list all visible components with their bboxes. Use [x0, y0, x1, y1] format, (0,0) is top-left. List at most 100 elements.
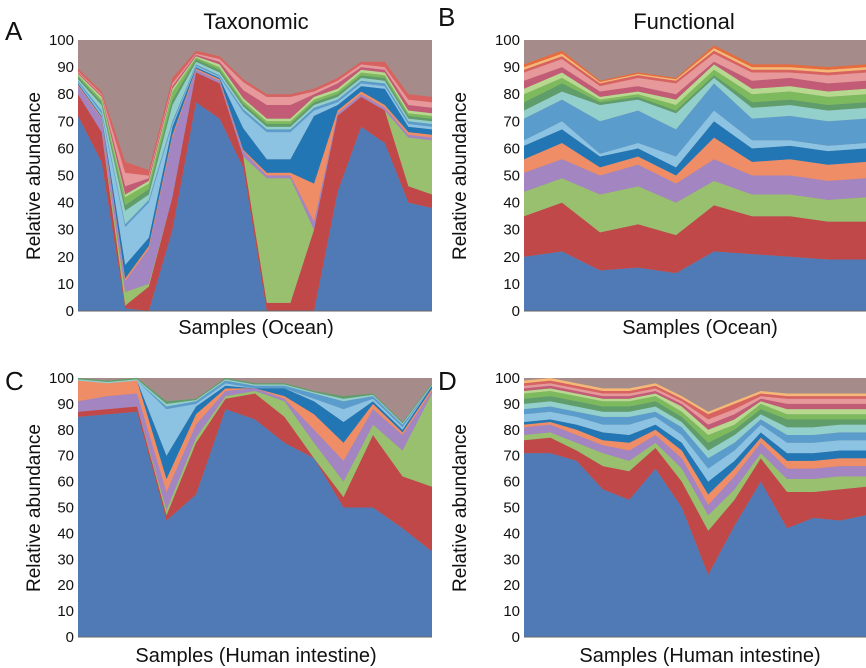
panel-b-ytick-label: 80 — [503, 86, 520, 103]
panel-b-xlabel: Samples (Ocean) — [622, 317, 778, 339]
column-title-functional: Functional — [633, 9, 735, 34]
panel-b-ytick-label: 20 — [503, 249, 520, 266]
panel-d-area-13 — [524, 385, 866, 430]
panel-c-ylabel: Relative abundance — [24, 424, 45, 592]
panel-b-area-8 — [524, 83, 866, 157]
panel-a-area-1 — [78, 102, 432, 311]
panel-d-ytick-label: 20 — [503, 577, 520, 594]
panel-c-ytick-label: 0 — [66, 629, 74, 646]
panel-c-ytick-label: 40 — [57, 525, 74, 542]
panel-a-ytick-label: 20 — [57, 249, 74, 266]
panel-c-area-1 — [78, 409, 432, 637]
panel-d-area-6 — [524, 419, 866, 495]
panel-a-ytick-label: 40 — [57, 195, 74, 212]
panel-a-area-2 — [78, 72, 432, 311]
panel-a-ytick-label: 0 — [66, 303, 74, 320]
panel-b-area-3 — [524, 178, 866, 236]
panel-d-area-7 — [524, 411, 866, 482]
panel-d-plot — [524, 378, 866, 638]
panel-d-area-5 — [524, 422, 866, 505]
panel-d-ytick-label: 60 — [503, 474, 520, 491]
panel-c-ytick-label: 90 — [57, 396, 74, 413]
panel-b-area-13 — [524, 61, 866, 100]
panel-b-ylabel: Relative abundance — [450, 92, 471, 260]
panel-d-area-14 — [524, 383, 866, 425]
panel-b-yticks: 0 10 20 30 40 50 60 70 80 90 100 — [495, 32, 520, 320]
panel-c-ytick-label: 70 — [57, 448, 74, 465]
panel-c-ytick-label: 60 — [57, 474, 74, 491]
panel-c-area-3 — [78, 391, 432, 516]
panel-d-ytick-label: 70 — [503, 448, 520, 465]
panel-c-ytick-label: 50 — [57, 500, 74, 517]
panel-b-area-2 — [524, 202, 866, 274]
panel-d-ytick-label: 0 — [512, 629, 520, 646]
panel-b-area-14 — [524, 53, 866, 95]
panel-b-ytick-label: 0 — [512, 303, 520, 320]
panel-a-plot — [78, 40, 432, 312]
panel-d-area-1 — [524, 453, 866, 637]
panel-c-ytick-label: 100 — [49, 370, 74, 387]
panel-c-xlabel: Samples (Human intestine) — [135, 645, 376, 667]
panel-b-plot — [524, 40, 866, 312]
panel-c-yticks: 0 10 20 30 40 50 60 70 80 90 100 — [49, 370, 74, 646]
panel-d-area-4 — [524, 424, 866, 516]
panel-b-ytick-label: 70 — [503, 113, 520, 130]
panel-c-area-5 — [78, 380, 432, 492]
panel-d-area-16 — [524, 378, 866, 415]
panel-c: C Relative abundance 0 10 20 30 40 50 60 70 80 90… — [5, 366, 432, 667]
panel-b-letter: B — [438, 2, 455, 32]
panel-b-ytick-label: 30 — [503, 222, 520, 239]
panel-d-area-10 — [524, 396, 866, 451]
panel-b-ytick-label: 40 — [503, 195, 520, 212]
panel-d-ytick-label: 40 — [503, 525, 520, 542]
panel-d-area-2 — [524, 437, 866, 575]
panel-b-area-15 — [524, 50, 866, 87]
panel-c-area-7 — [78, 380, 432, 456]
panel-a-letter: A — [5, 16, 23, 46]
panel-a-ytick-label: 90 — [57, 59, 74, 76]
panel-a-ytick-label: 70 — [57, 113, 74, 130]
panel-b-area-12 — [524, 64, 866, 105]
panel-d-area-8 — [524, 406, 866, 469]
panel-a-xlabel: Samples (Ocean) — [178, 317, 334, 339]
panel-a-ytick-label: 10 — [57, 276, 74, 293]
panel-d-ytick-label: 50 — [503, 500, 520, 517]
panel-d-ytick-label: 90 — [503, 396, 520, 413]
panel-c-plot — [78, 378, 432, 638]
panel-d-ytick-label: 30 — [503, 551, 520, 568]
panel-a-ytick-label: 80 — [57, 86, 74, 103]
panel-b-area-9 — [524, 77, 866, 130]
panel-b-area-10 — [524, 75, 866, 114]
panel-b-ytick-label: 60 — [503, 140, 520, 157]
panel-b-ytick-label: 50 — [503, 168, 520, 185]
panel-b-ytick-label: 100 — [495, 32, 520, 49]
panel-c-ytick-label: 30 — [57, 551, 74, 568]
panel-c-area-4 — [78, 388, 432, 511]
panel-b-ytick-label: 90 — [503, 59, 520, 76]
panel-d-area-11 — [524, 391, 866, 443]
panel-a-ytick-label: 50 — [57, 168, 74, 185]
panel-d-ytick-label: 100 — [495, 370, 520, 387]
panel-b-area-7 — [524, 110, 866, 168]
panel-b-ytick-label: 10 — [503, 276, 520, 293]
panel-d-ytick-label: 80 — [503, 422, 520, 439]
panel-b-area-4 — [524, 159, 866, 203]
panel-b-area-6 — [524, 121, 866, 176]
panel-b-area-5 — [524, 137, 866, 184]
panel-c-ytick-label: 80 — [57, 422, 74, 439]
panel-d-area-15 — [524, 380, 866, 420]
panel-b-area-11 — [524, 69, 866, 111]
column-title-taxonomic: Taxonomic — [203, 9, 308, 34]
panel-a-ylabel: Relative abundance — [24, 92, 45, 260]
panel-d-area-3 — [524, 432, 866, 531]
panel-a-area-3 — [78, 72, 432, 306]
panel-d-xlabel: Samples (Human intestine) — [579, 645, 820, 667]
panel-b-area-1 — [524, 251, 866, 311]
panel-a-ytick-label: 100 — [49, 32, 74, 49]
panel-d-letter: D — [438, 366, 457, 396]
panel-d-area-12 — [524, 388, 866, 435]
panel-d-ytick-label: 10 — [503, 603, 520, 620]
panel-d-area-9 — [524, 401, 866, 459]
panel-c-ytick-label: 20 — [57, 577, 74, 594]
